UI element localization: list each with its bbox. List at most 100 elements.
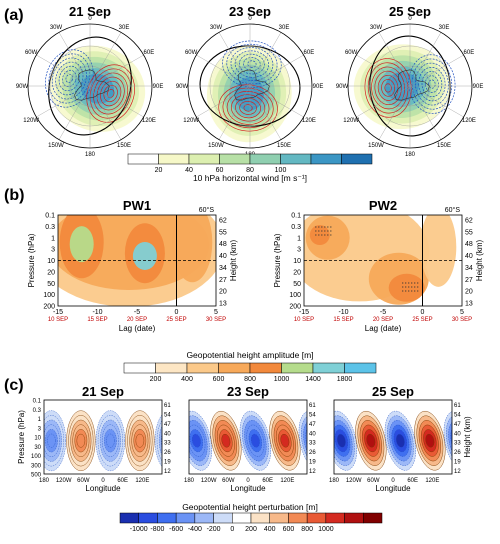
amplitude-colorbar-tick: 200 bbox=[150, 376, 162, 383]
amplitude-colorbar-swatch bbox=[186, 362, 219, 374]
significance-dot bbox=[408, 286, 410, 288]
positive-cell-contour bbox=[221, 433, 231, 448]
significance-dot bbox=[330, 230, 332, 232]
significance-dot bbox=[411, 290, 413, 292]
significance-dot bbox=[402, 286, 404, 288]
wind-colorbar-swatch bbox=[188, 153, 220, 165]
wind-colorbar-swatch bbox=[341, 153, 373, 165]
meridian bbox=[356, 85, 411, 118]
height-tick: 34 bbox=[465, 265, 473, 272]
panel-b-letter: (b) bbox=[4, 187, 24, 204]
amplitude-blob bbox=[172, 215, 213, 283]
perturbation-colorbar-swatch bbox=[269, 512, 289, 524]
map-title: 25 Sep bbox=[389, 4, 431, 19]
height-tick: 61 bbox=[454, 403, 461, 409]
map-border bbox=[187, 23, 313, 149]
amplitude-colorbar-tick: 400 bbox=[181, 376, 193, 383]
negative-cell-contour bbox=[47, 433, 56, 448]
perturbation-colorbar-tick: 1000 bbox=[318, 526, 334, 533]
lon-label: 150E bbox=[117, 143, 131, 149]
lag-tick: -5 bbox=[380, 309, 386, 316]
perturbation-colorbar-swatch bbox=[344, 512, 364, 524]
positive-cell-contour bbox=[280, 433, 290, 448]
significance-dot bbox=[402, 290, 404, 292]
significance-dot bbox=[405, 282, 407, 284]
high-contour bbox=[106, 89, 115, 98]
perturbation-colorbar-tick: -200 bbox=[207, 526, 221, 533]
wind-colorbar-swatch bbox=[310, 153, 342, 165]
pressure-tick: 10 bbox=[293, 258, 301, 265]
perturbation-colorbar-tick: 800 bbox=[301, 526, 313, 533]
wind-colorbar-swatch bbox=[219, 153, 251, 165]
latitude-label: 60°S bbox=[445, 206, 461, 214]
pressure-tick: 0.3 bbox=[33, 408, 42, 414]
plot-title: PW1 bbox=[123, 198, 151, 213]
map-border bbox=[347, 23, 473, 149]
panel-c-colorbar-label: Geopotential height perturbation [m] bbox=[182, 502, 318, 512]
significance-dot bbox=[321, 226, 323, 228]
amplitude-colorbar-tick: 1400 bbox=[305, 376, 321, 383]
significance-dot bbox=[414, 290, 416, 292]
lon-label: 120W bbox=[23, 118, 39, 124]
longitude-tick: 60E bbox=[407, 478, 418, 484]
lag-tick: -15 bbox=[299, 309, 309, 316]
lon-label: 120E bbox=[462, 118, 476, 124]
positive-cell-contour bbox=[76, 433, 86, 448]
height-tick: 20 bbox=[465, 289, 473, 296]
meridian bbox=[378, 85, 411, 140]
longitude-tick: 60W bbox=[77, 478, 90, 484]
meridian bbox=[36, 85, 91, 118]
height-tick: 26 bbox=[309, 450, 316, 456]
low-contour bbox=[428, 79, 436, 89]
height-tick: 19 bbox=[309, 460, 316, 466]
wind-colorbar-tick: 80 bbox=[246, 167, 254, 174]
height-tick: 20 bbox=[219, 289, 227, 296]
longitude-tick: 60W bbox=[367, 478, 380, 484]
lag-tick: 5 bbox=[460, 309, 464, 316]
amplitude-blob bbox=[69, 226, 94, 263]
low-contour bbox=[247, 60, 257, 68]
high-contour bbox=[103, 84, 118, 103]
significance-dot bbox=[417, 286, 419, 288]
meridian bbox=[196, 54, 251, 87]
date-tick: 20 SEP bbox=[373, 317, 393, 323]
significance-dot bbox=[318, 234, 320, 236]
panel-c-plots: 180 120W 60W 0 60E 120E Longitude 0.1 0.3 1 3 10 30 1… bbox=[17, 384, 472, 493]
plot-contents bbox=[44, 400, 162, 474]
meridian bbox=[89, 85, 122, 140]
meridian bbox=[356, 54, 411, 87]
perturbation-colorbar-swatch bbox=[232, 512, 252, 524]
latitude-label: 60°S bbox=[199, 206, 215, 214]
negative-cell-contour bbox=[446, 415, 452, 466]
wind-shading bbox=[80, 73, 115, 104]
plot-frame bbox=[303, 214, 463, 307]
negative-cell-contour bbox=[395, 433, 405, 448]
lag-tick: -5 bbox=[134, 309, 140, 316]
wind-colorbar-tick: 100 bbox=[275, 167, 287, 174]
amplitude-colorbar-tick: 800 bbox=[244, 376, 256, 383]
polar-map-3: 30W 0 30E 60E 90E 120E 150E 180 150W 120W 90W 60W 25… bbox=[336, 4, 484, 158]
perturbation-colorbar-swatch bbox=[306, 512, 327, 524]
lon-label: 60E bbox=[464, 50, 475, 56]
low-contour bbox=[424, 75, 439, 93]
height-tick: 12 bbox=[454, 469, 461, 475]
high-contour bbox=[243, 104, 253, 112]
meridian bbox=[58, 85, 91, 140]
amplitude-colorbar-swatch bbox=[249, 362, 282, 374]
pressure-tick: 50 bbox=[293, 281, 301, 288]
negative-cell-contour bbox=[450, 424, 452, 457]
lon-label: 90E bbox=[473, 84, 484, 90]
height-tick: 27 bbox=[465, 277, 473, 284]
longitude-tick: 60W bbox=[222, 478, 235, 484]
perturbation-colorbar-tick: 200 bbox=[245, 526, 257, 533]
x-axis-label: Lag (date) bbox=[119, 324, 156, 333]
significance-dot bbox=[330, 234, 332, 236]
significance-dot bbox=[414, 286, 416, 288]
high-contour bbox=[100, 80, 122, 107]
amplitude-plot-1: 0.10.3131020501002006255484034272013-151… bbox=[27, 198, 238, 333]
panel-a-colorbar-label: 10 hPa horizontal wind [m s⁻¹] bbox=[193, 173, 307, 183]
meridian bbox=[409, 85, 442, 140]
antarctica-outline bbox=[74, 69, 110, 101]
pressure-tick: 1 bbox=[51, 235, 55, 242]
lon-label: 90E bbox=[153, 84, 164, 90]
